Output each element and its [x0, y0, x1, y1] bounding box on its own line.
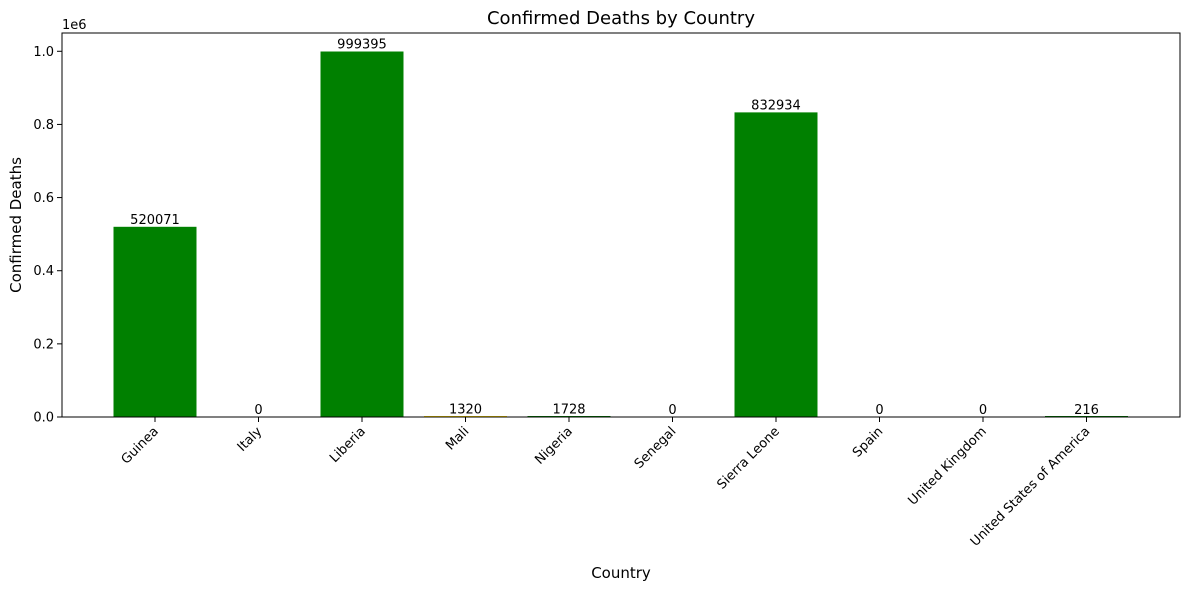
x-tick-label: Mali [443, 424, 472, 453]
x-axis-label: Country [591, 564, 651, 582]
x-tick-label: Sierra Leone [715, 424, 783, 492]
chart-title: Confirmed Deaths by Country [487, 8, 755, 29]
y-tick-label: 0.2 [33, 337, 54, 352]
x-tick-label: Liberia [327, 424, 369, 466]
data-label: 0 [875, 403, 883, 418]
x-tick-label: Nigeria [532, 424, 575, 467]
data-label: 1728 [552, 402, 585, 417]
bar-liberia [320, 51, 404, 418]
y-tick-label: 0.6 [33, 191, 54, 206]
data-label: 0 [668, 403, 676, 418]
data-label: 832934 [751, 98, 801, 113]
bar-guinea [113, 226, 197, 417]
x-tick-label: Spain [850, 424, 886, 460]
x-tick-label: Senegal [632, 424, 680, 472]
data-label: 0 [979, 403, 987, 418]
y-tick-label: 1.0 [33, 45, 54, 60]
data-label: 520071 [130, 213, 180, 228]
y-tick-label: 0.8 [33, 118, 54, 133]
plot-frame [61, 32, 1181, 418]
x-tick-label: Guinea [119, 424, 162, 467]
y-tick-label: 0.4 [33, 264, 54, 279]
y-tick-label: 0.0 [33, 411, 54, 426]
x-tick-label: Italy [235, 424, 266, 455]
y-axis-label: Confirmed Deaths [7, 157, 25, 293]
bar-sierra-leone [734, 112, 818, 417]
data-label: 0 [254, 403, 262, 418]
data-label: 999395 [337, 38, 387, 53]
data-label: 216 [1074, 403, 1099, 418]
x-tick-label: United States of America [968, 424, 1093, 549]
y-offset-label: 1e6 [62, 18, 87, 33]
x-tick-label: United Kingdom [905, 424, 989, 508]
data-label: 1320 [449, 403, 482, 418]
